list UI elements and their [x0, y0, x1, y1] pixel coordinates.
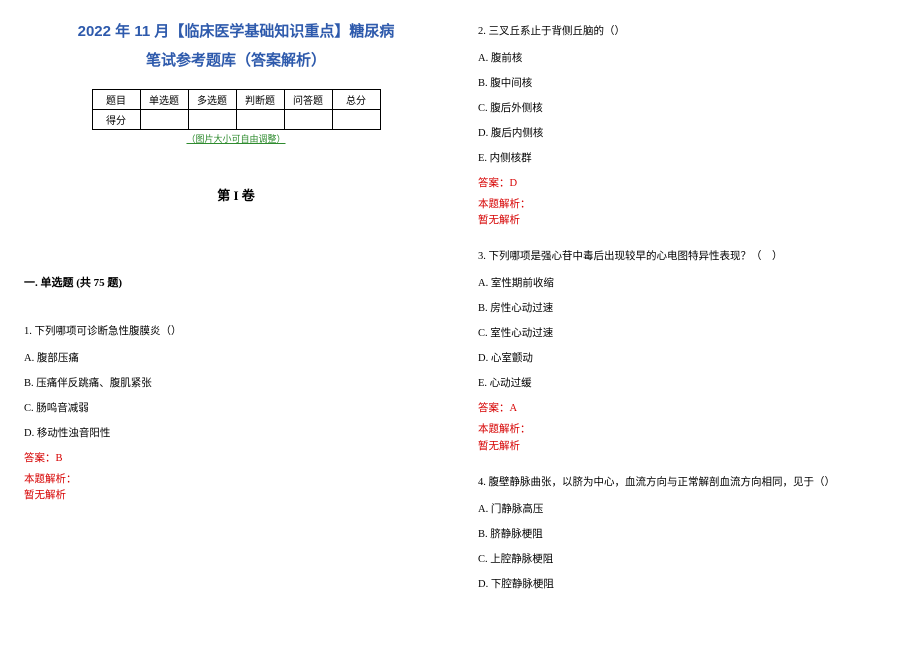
table-header-cell: 判断题	[236, 90, 284, 110]
answer-line: 答案：D	[478, 175, 896, 190]
table-header-cell: 单选题	[140, 90, 188, 110]
table-empty-cell	[284, 110, 332, 130]
explanation-body: 暂无解析	[24, 487, 448, 502]
option: D. 心室颤动	[478, 350, 896, 365]
table-header-cell: 题目	[92, 90, 140, 110]
image-resize-note: （图片大小可自由调整）	[24, 132, 448, 145]
option: E. 内侧核群	[478, 150, 896, 165]
option: C. 室性心动过速	[478, 325, 896, 340]
option: B. 压痛伴反跳痛、腹肌紧张	[24, 375, 448, 390]
table-row-label: 得分	[92, 110, 140, 130]
option: C. 肠鸣音减弱	[24, 400, 448, 415]
question-block: 1. 下列哪项可诊断急性腹膜炎（） A. 腹部压痛 B. 压痛伴反跳痛、腹肌紧张…	[24, 324, 448, 502]
table-header-cell: 问答题	[284, 90, 332, 110]
option: A. 室性期前收缩	[478, 275, 896, 290]
section-heading: 一. 单选题 (共 75 题)	[24, 274, 448, 290]
question-stem: 3. 下列哪项是强心苷中毒后出现较早的心电图特异性表现？（ ）	[478, 249, 896, 265]
answer-line: 答案：A	[478, 400, 896, 415]
option: D. 下腔静脉梗阻	[478, 576, 896, 591]
table-score-row: 得分	[92, 110, 380, 130]
question-block: 3. 下列哪项是强心苷中毒后出现较早的心电图特异性表现？（ ） A. 室性期前收…	[478, 249, 896, 452]
question-stem: 2. 三叉丘系止于背侧丘脑的（）	[478, 24, 896, 40]
question-block: 4. 腹壁静脉曲张，以脐为中心，血流方向与正常解剖血流方向相同，见于（） A. …	[478, 475, 896, 591]
right-column: 2. 三叉丘系止于背侧丘脑的（） A. 腹前核 B. 腹中间核 C. 腹后外侧核…	[460, 0, 920, 651]
title-line-1: 2022 年 11 月【临床医学基础知识重点】糖尿病	[24, 18, 448, 47]
table-header-cell: 总分	[332, 90, 380, 110]
option: B. 腹中间核	[478, 75, 896, 90]
option: A. 腹部压痛	[24, 350, 448, 365]
option: C. 腹后外侧核	[478, 100, 896, 115]
table-empty-cell	[236, 110, 284, 130]
option: A. 腹前核	[478, 50, 896, 65]
page: 2022 年 11 月【临床医学基础知识重点】糖尿病 笔试参考题库（答案解析） …	[0, 0, 920, 651]
document-title: 2022 年 11 月【临床医学基础知识重点】糖尿病 笔试参考题库（答案解析）	[24, 18, 448, 75]
score-table: 题目 单选题 多选题 判断题 问答题 总分 得分	[92, 89, 381, 130]
explanation-label: 本题解析：	[478, 423, 896, 438]
question-block: 2. 三叉丘系止于背侧丘脑的（） A. 腹前核 B. 腹中间核 C. 腹后外侧核…	[478, 24, 896, 227]
option: C. 上腔静脉梗阻	[478, 551, 896, 566]
question-stem: 4. 腹壁静脉曲张，以脐为中心，血流方向与正常解剖血流方向相同，见于（）	[478, 475, 896, 491]
explanation-label: 本题解析：	[478, 198, 896, 213]
explanation-body: 暂无解析	[478, 212, 896, 227]
table-header-row: 题目 单选题 多选题 判断题 问答题 总分	[92, 90, 380, 110]
left-column: 2022 年 11 月【临床医学基础知识重点】糖尿病 笔试参考题库（答案解析） …	[0, 0, 460, 651]
explanation-body: 暂无解析	[478, 438, 896, 453]
volume-heading: 第 I 卷	[24, 185, 448, 204]
option: E. 心动过缓	[478, 375, 896, 390]
explanation-label: 本题解析：	[24, 473, 448, 488]
table-empty-cell	[332, 110, 380, 130]
table-header-cell: 多选题	[188, 90, 236, 110]
option: D. 腹后内侧核	[478, 125, 896, 140]
table-empty-cell	[188, 110, 236, 130]
question-stem: 1. 下列哪项可诊断急性腹膜炎（）	[24, 324, 448, 340]
answer-line: 答案：B	[24, 450, 448, 465]
option: B. 脐静脉梗阻	[478, 526, 896, 541]
option: D. 移动性浊音阳性	[24, 425, 448, 440]
option: B. 房性心动过速	[478, 300, 896, 315]
option: A. 门静脉高压	[478, 501, 896, 516]
table-empty-cell	[140, 110, 188, 130]
title-line-2: 笔试参考题库（答案解析）	[24, 47, 448, 76]
